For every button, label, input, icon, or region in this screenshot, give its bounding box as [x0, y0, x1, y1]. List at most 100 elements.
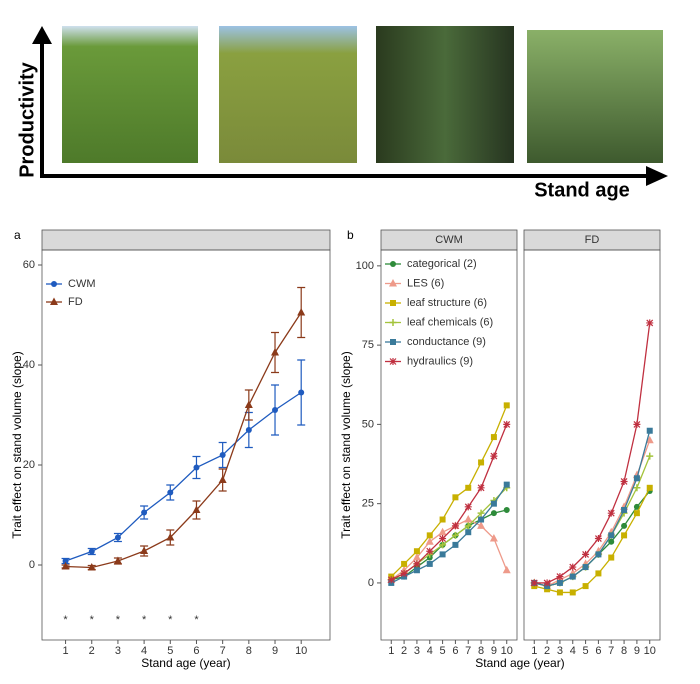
point — [464, 522, 472, 530]
x-tick-label: 10 — [644, 645, 656, 657]
point — [646, 319, 654, 327]
point — [244, 400, 253, 408]
schematic-y-label: Productivity — [16, 61, 38, 177]
x-tick-label: 10 — [501, 645, 513, 657]
legend-marker — [51, 281, 57, 287]
point — [387, 576, 395, 584]
point — [439, 516, 446, 523]
point — [633, 420, 641, 428]
point — [608, 532, 615, 539]
x-tick-label: 3 — [557, 645, 563, 657]
point — [569, 573, 576, 580]
point — [646, 484, 653, 491]
legend-marker — [389, 279, 397, 287]
point — [167, 489, 174, 496]
point — [608, 554, 615, 561]
x-tick-label: 7 — [608, 645, 614, 657]
x-tick-label: 2 — [401, 645, 407, 657]
y-tick-label: 40 — [23, 359, 35, 371]
point — [530, 579, 538, 587]
point — [503, 507, 510, 513]
point — [620, 477, 628, 485]
series-line — [534, 440, 651, 587]
point — [477, 484, 485, 492]
point — [595, 551, 602, 558]
point — [569, 563, 577, 571]
point — [633, 510, 640, 517]
arrow-head — [32, 26, 52, 44]
point — [478, 459, 485, 466]
series-line — [390, 484, 508, 584]
legend-label: conductance (9) — [407, 336, 486, 348]
x-tick-label: 2 — [89, 645, 95, 657]
x-axis-label: Stand age (year) — [141, 656, 230, 670]
x-tick-label: 8 — [246, 645, 252, 657]
legend-label: CWM — [68, 278, 96, 290]
x-tick-label: 5 — [167, 645, 173, 657]
point — [192, 505, 201, 513]
series-line — [534, 430, 651, 587]
legend-marker — [390, 339, 396, 345]
significance-mark: * — [63, 614, 68, 626]
x-tick-label: 6 — [193, 645, 199, 657]
legend-label: LES (6) — [407, 277, 444, 289]
facet-title: FD — [585, 234, 600, 246]
x-tick-label: 4 — [570, 645, 576, 657]
point — [503, 402, 510, 409]
point — [502, 565, 511, 574]
point — [413, 548, 420, 555]
x-tick-label: 8 — [621, 645, 627, 657]
legend-marker — [390, 261, 396, 267]
x-tick-label: 6 — [452, 645, 458, 657]
point — [451, 531, 459, 539]
point — [490, 510, 497, 517]
point — [141, 509, 148, 516]
y-axis-label: Trait effect on stand volume (slope) — [339, 351, 353, 538]
point — [556, 589, 563, 596]
y-tick-label: 0 — [29, 559, 35, 571]
x-tick-label: 7 — [220, 645, 226, 657]
point — [490, 452, 498, 460]
point — [646, 427, 653, 434]
x-axis-label: Stand age (year) — [475, 656, 564, 670]
y-tick-label: 50 — [362, 418, 374, 430]
point — [582, 564, 589, 571]
point — [478, 516, 485, 523]
x-tick-label: 3 — [414, 645, 420, 657]
point — [556, 573, 564, 581]
photo — [527, 30, 663, 163]
point — [193, 464, 200, 471]
x-tick-label: 1 — [388, 645, 394, 657]
point — [438, 527, 447, 536]
photo — [376, 26, 514, 163]
point — [113, 556, 122, 564]
x-tick-label: 3 — [115, 645, 121, 657]
facet-strip — [41, 229, 331, 251]
point — [503, 481, 510, 488]
significance-mark: * — [142, 614, 147, 626]
x-tick-label: 1 — [531, 645, 537, 657]
series-line — [390, 424, 508, 581]
y-tick-label: 100 — [356, 260, 374, 272]
photo — [62, 26, 198, 163]
point — [607, 509, 615, 517]
y-tick-label: 60 — [23, 259, 35, 271]
point — [219, 452, 226, 458]
significance-mark: * — [90, 614, 95, 626]
point — [298, 389, 305, 396]
point — [465, 484, 472, 491]
y-tick-label: 75 — [362, 339, 374, 351]
point — [621, 532, 628, 539]
legend-label: categorical (2) — [407, 258, 477, 270]
point — [465, 529, 472, 536]
legend-label: leaf chemicals (6) — [407, 316, 493, 328]
point — [489, 534, 498, 542]
point — [452, 494, 459, 501]
x-tick-label: 2 — [544, 645, 550, 657]
series-line — [534, 490, 651, 587]
y-tick-label: 0 — [368, 577, 374, 589]
plot-frame — [380, 249, 518, 641]
legend-marker — [390, 300, 396, 306]
point — [451, 522, 459, 530]
